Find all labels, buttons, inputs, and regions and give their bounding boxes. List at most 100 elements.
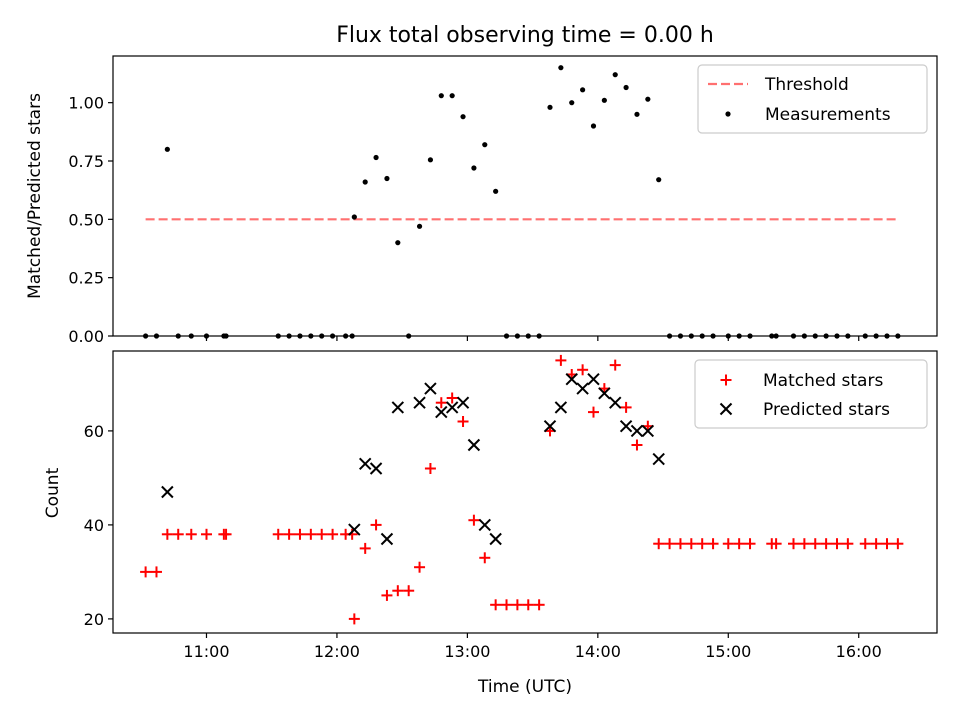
- xtick-label: 15:00: [705, 642, 751, 661]
- predicted-star-point: [467, 438, 481, 452]
- predicted-star-point: [391, 401, 405, 414]
- x-stroke: [554, 401, 568, 414]
- matched-star-point: [457, 416, 469, 427]
- bottom-ytick-label: 60: [84, 422, 104, 441]
- chart-legends: Threshold Measurements Matched stars Predic…: [694, 64, 928, 429]
- bottom-chart-ylabel: Count: [43, 467, 63, 518]
- xtick-label: 13:00: [444, 642, 490, 661]
- measurement-point: [645, 96, 651, 102]
- measurement-point: [580, 87, 586, 93]
- predicted-star-point: [652, 452, 665, 466]
- x-stroke: [609, 396, 622, 409]
- matched-star-point: [468, 514, 480, 526]
- predicted-star-point: [641, 424, 655, 438]
- legend-measurements-swatch: [725, 111, 731, 117]
- matched-star-point: [140, 566, 152, 578]
- measurement-point: [438, 93, 444, 99]
- measurement-point: [395, 240, 401, 246]
- predicted-star-point: [565, 372, 578, 386]
- top-ytick-label: 0.50: [68, 210, 104, 229]
- matched-star-point: [707, 538, 719, 550]
- bottom-axes-frame: [112, 350, 938, 634]
- x-stroke: [641, 424, 655, 438]
- matched-star-point: [381, 589, 393, 601]
- measurement-point: [384, 175, 390, 182]
- matched-star-point: [685, 538, 697, 550]
- predicted-star-point: [424, 382, 437, 395]
- matched-star-point: [842, 538, 854, 550]
- matched-star-point: [881, 538, 893, 550]
- legend-predicted-swatch: [719, 402, 733, 416]
- x-stroke: [413, 396, 426, 409]
- matched-star-point: [370, 519, 382, 531]
- x-stroke: [576, 382, 589, 395]
- matched-star-point: [870, 538, 882, 550]
- legend-matched-label: Matched stars: [763, 371, 883, 391]
- predicted-star-point: [445, 401, 459, 414]
- matched-star-point: [348, 613, 360, 625]
- x-stroke: [587, 372, 600, 386]
- matched-star-point: [733, 538, 745, 550]
- bottom-chart-xlabel: Time (UTC): [477, 677, 572, 697]
- measurement-point: [471, 165, 477, 171]
- measurement-point: [493, 188, 499, 194]
- measurement-point: [601, 97, 607, 103]
- predicted-star-point: [554, 401, 568, 414]
- predicted-star-point: [161, 485, 174, 499]
- top-ytick-label: 0.75: [68, 152, 104, 171]
- matched-star-point: [798, 538, 810, 550]
- matched-star-point: [555, 354, 567, 366]
- x-stroke: [456, 396, 470, 409]
- top-chart-title: Flux total observing time = 0.00 h: [336, 23, 714, 48]
- x-stroke: [435, 405, 448, 419]
- matched-star-point: [161, 528, 173, 540]
- matched-star-point: [305, 528, 317, 540]
- x-stroke: [467, 438, 481, 452]
- bottom-legend-box: [694, 359, 928, 429]
- x-stroke: [369, 462, 383, 475]
- chart-axes: 0.00 0.25 0.50 0.75 1.00 20 40 60 11:00 12:00 13:0…: [68, 55, 938, 661]
- predicted-star-point: [543, 419, 557, 433]
- matched-star-point: [185, 528, 197, 540]
- matched-star-point: [392, 585, 404, 597]
- matched-star-point: [316, 528, 328, 540]
- x-stroke: [445, 401, 459, 414]
- predicted-star-point: [489, 532, 502, 546]
- matched-star-point: [150, 566, 162, 578]
- predicted-star-point: [435, 405, 448, 419]
- x-stroke: [478, 518, 491, 532]
- x-stroke: [358, 457, 372, 471]
- matched-star-point: [831, 538, 843, 550]
- top-legend: Threshold Measurements: [697, 64, 928, 134]
- measurement-point: [656, 177, 662, 183]
- legend-threshold-label: Threshold: [764, 75, 849, 95]
- predicted-star-point: [413, 396, 426, 409]
- x-stroke: [391, 401, 405, 414]
- matched-star-point: [283, 528, 295, 540]
- predicted-star-point: [598, 387, 611, 400]
- predicted-star-point: [380, 532, 394, 546]
- measurement-point: [612, 72, 618, 78]
- x-stroke: [565, 372, 578, 386]
- matched-star-point: [359, 542, 371, 554]
- matched-star-point: [272, 528, 284, 540]
- top-ytick-label: 0.00: [68, 327, 104, 346]
- matched-star-point: [435, 397, 447, 409]
- matched-star-point: [479, 552, 491, 564]
- x-stroke: [380, 532, 394, 546]
- x-stroke: [619, 419, 633, 433]
- matched-star-point: [522, 599, 534, 611]
- x-stroke: [348, 523, 361, 536]
- predicted-star-point: [348, 523, 361, 536]
- x-stroke: [719, 402, 733, 416]
- legend-predicted-label: Predicted stars: [763, 400, 890, 420]
- matched-star-point: [446, 392, 458, 404]
- top-legend-box: [697, 64, 928, 134]
- legend-matched-swatch: [720, 374, 732, 386]
- matched-star-point: [490, 599, 502, 611]
- legend-measurements-label: Measurements: [765, 105, 891, 125]
- x-stroke: [598, 387, 611, 400]
- predicted-star-point: [456, 396, 470, 409]
- matched-star-point: [820, 538, 832, 550]
